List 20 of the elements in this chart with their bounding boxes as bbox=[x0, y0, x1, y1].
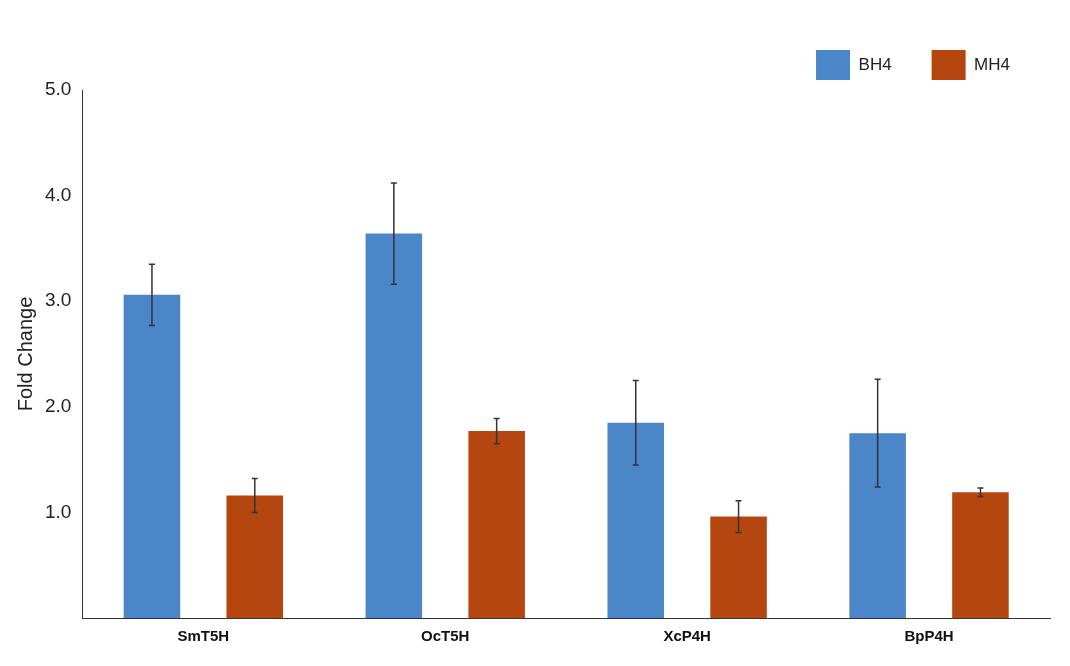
y-tick-label: 1.0 bbox=[44, 500, 72, 522]
x-tick-label: XcP4H bbox=[663, 627, 711, 645]
bar bbox=[710, 516, 767, 618]
legend-label: MH4 bbox=[974, 54, 1011, 74]
legend-label: BH4 bbox=[858, 54, 892, 74]
bar bbox=[607, 422, 665, 618]
y-tick-label: 4.0 bbox=[44, 183, 72, 205]
y-tick-label: 5.0 bbox=[44, 78, 72, 100]
y-axis-title: Fold Change bbox=[13, 296, 36, 412]
bar bbox=[226, 495, 284, 618]
bar bbox=[849, 433, 906, 618]
x-tick-label: OcT5H bbox=[421, 627, 470, 645]
x-tick-label: BpP4H bbox=[904, 627, 954, 645]
bar bbox=[123, 294, 181, 618]
bar bbox=[468, 431, 525, 618]
y-tick-label: 2.0 bbox=[44, 395, 72, 417]
bar bbox=[952, 492, 1009, 618]
x-tick-label: SmT5H bbox=[177, 627, 230, 645]
y-tick-label: 3.0 bbox=[44, 289, 72, 311]
bar bbox=[365, 233, 423, 618]
